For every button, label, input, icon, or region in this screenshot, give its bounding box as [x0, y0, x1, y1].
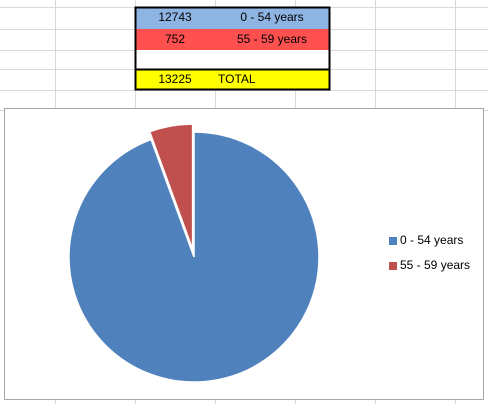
cell: 12743: [158, 10, 192, 24]
pie-slice: [68, 131, 320, 383]
row-bg: [135, 7, 330, 29]
legend-label: 55 - 59 years: [400, 258, 470, 272]
legend-label: 0 - 54 years: [400, 233, 463, 247]
legend-swatch: [389, 262, 397, 270]
cell: 13225: [158, 72, 192, 86]
cell: 55 - 59 years: [237, 32, 307, 46]
row-bg: [135, 69, 330, 90]
cell: 752: [165, 32, 185, 46]
pie-slice: [148, 123, 194, 250]
cell: TOTAL: [218, 72, 256, 86]
table: 12743 0 - 54 years 752 55 - 59 years 132…: [134, 6, 331, 91]
row-bg: [135, 29, 330, 50]
legend-swatch: [389, 237, 397, 245]
table-border: [134, 6, 331, 91]
row-bg: [135, 50, 330, 69]
cell: 0 - 54 years: [240, 10, 303, 24]
